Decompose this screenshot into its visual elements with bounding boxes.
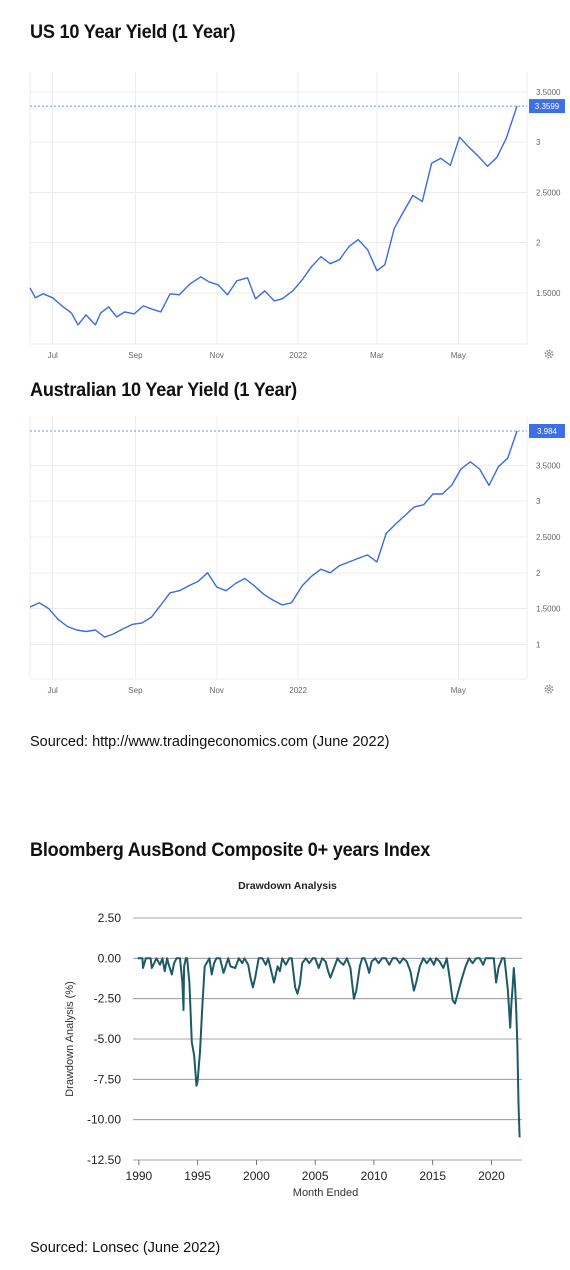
us-y-tick-label: 2.5000 — [536, 188, 561, 197]
drawdown-series-line — [137, 957, 521, 1138]
drawdown-x-axis-title: Month Ended — [293, 1187, 358, 1199]
us-y-tick-label: 2 — [536, 239, 541, 248]
gear-icon[interactable] — [544, 684, 554, 694]
drawdown-x-tick-label: 2015 — [419, 1169, 446, 1183]
au-x-tick-label: Nov — [210, 686, 224, 695]
au-yield-title: Australian 10 Year Yield (1 Year) — [30, 380, 297, 401]
drawdown-x-tick-label: 1990 — [126, 1169, 153, 1183]
au-y-tick-label: 2.5000 — [536, 533, 561, 542]
au-y-tick-label: 1 — [536, 640, 541, 649]
au-yield-chart: 1 1.5000 2 2.5000 3 3.5000 Jul Sep Nov 2022 May 3.9… — [29, 416, 565, 695]
drawdown-chart-title: Drawdown Analysis — [238, 880, 337, 892]
ausbond-title: Bloomberg AusBond Composite 0+ years Ind… — [30, 840, 431, 861]
us-last-value-label: 3.3599 — [535, 102, 560, 111]
drawdown-x-tick-label: 2005 — [302, 1169, 329, 1183]
drawdown-x-tick-label: 2010 — [361, 1169, 388, 1183]
au-series-line — [29, 430, 518, 638]
drawdown-x-tick-label: 2020 — [478, 1169, 505, 1183]
au-last-value-label: 3.984 — [537, 427, 558, 436]
source-lonsec: Sourced: Lonsec (June 2022) — [30, 1240, 221, 1256]
drawdown-y-tick-label: -10.00 — [87, 1113, 121, 1127]
us-x-tick-label: Jul — [48, 351, 58, 360]
us-y-tick-label: 3 — [536, 138, 541, 147]
au-y-tick-label: 3 — [536, 497, 541, 506]
au-last-value-badge — [529, 424, 565, 439]
us-yield-chart: 1.5000 2 2.5000 3 3.5000 Jul Sep Nov 2022 Mar May 3… — [29, 72, 565, 360]
au-x-tick-label: May — [451, 686, 466, 695]
drawdown-y-tick-label: -7.50 — [94, 1072, 122, 1086]
au-y-tick-label: 1.5000 — [536, 605, 561, 614]
drawdown-x-tick-label: 1995 — [184, 1169, 211, 1183]
us-series-line — [29, 105, 518, 326]
us-x-tick-label: Sep — [128, 351, 143, 360]
drawdown-chart: Drawdown Analysis 2.50 0.00 -2.50 -5.00 -7.50… — [64, 880, 522, 1199]
drawdown-y-tick-label: 2.50 — [98, 911, 122, 925]
au-y-tick-label: 3.5000 — [536, 461, 561, 470]
drawdown-y-axis-title: Drawdown Analysis (%) — [64, 981, 76, 1097]
drawdown-y-tick-label: -12.50 — [87, 1153, 121, 1167]
au-x-tick-label: Sep — [128, 686, 143, 695]
us-x-tick-label: 2022 — [289, 351, 307, 360]
au-x-tick-label: 2022 — [289, 686, 307, 695]
us-x-tick-label: Nov — [210, 351, 224, 360]
us-x-tick-label: Mar — [370, 351, 384, 360]
au-y-tick-label: 2 — [536, 569, 541, 578]
au-x-tick-label: Jul — [48, 686, 58, 695]
drawdown-y-tick-label: -2.50 — [94, 992, 122, 1006]
drawdown-x-tick-label: 2000 — [243, 1169, 270, 1183]
drawdown-y-tick-label: 0.00 — [98, 951, 122, 965]
gear-icon[interactable] — [544, 349, 554, 359]
us-x-tick-label: May — [451, 351, 466, 360]
us-last-value-badge — [529, 99, 565, 114]
source-tradingeconomics: Sourced: http://www.tradingeconomics.com… — [30, 734, 390, 750]
us-yield-title: US 10 Year Yield (1 Year) — [30, 22, 236, 43]
us-y-tick-label: 3.5000 — [536, 88, 561, 97]
drawdown-y-tick-label: -5.00 — [94, 1032, 122, 1046]
us-y-tick-label: 1.5000 — [536, 289, 561, 298]
